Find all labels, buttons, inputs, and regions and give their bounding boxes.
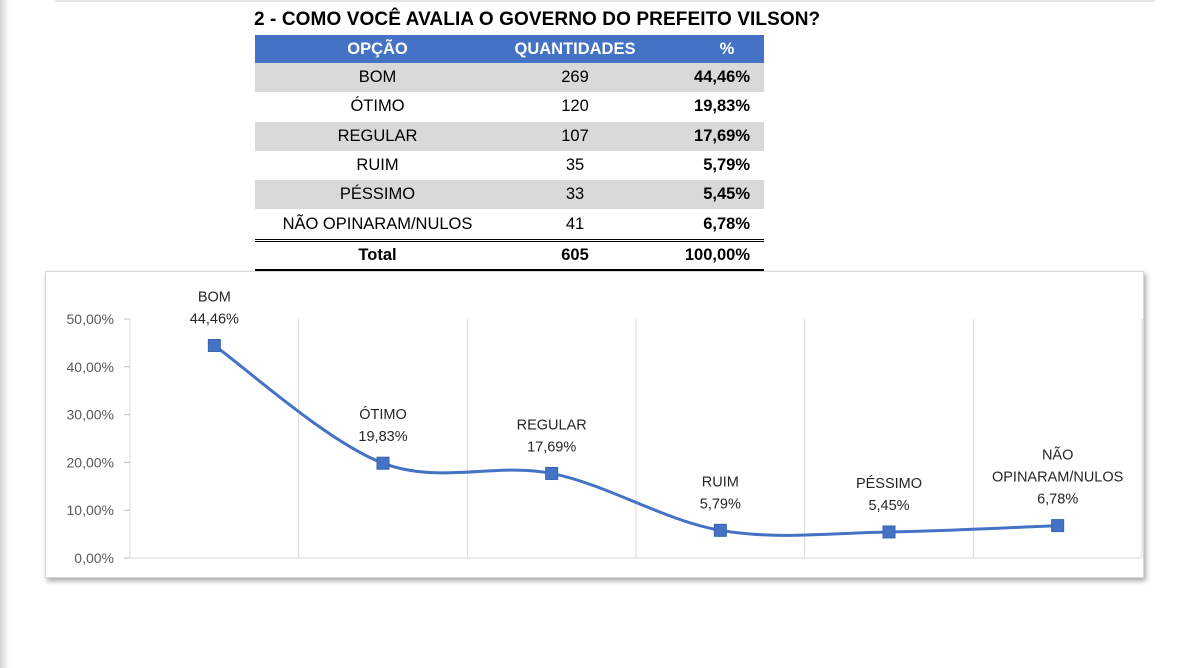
value-label: 5,79% — [700, 496, 741, 512]
row-quantity: 33 — [500, 180, 650, 210]
total-label: Total — [255, 238, 500, 272]
row-option: BOM — [255, 63, 500, 93]
row-option: NÃO OPINARAM/NULOS — [282, 214, 473, 233]
y-tick-label: 40,00% — [67, 359, 114, 375]
total-percent: 100,00% — [650, 238, 764, 272]
row-quantity: 120 — [561, 97, 589, 116]
category-label: OPINARAM/NULOS — [992, 470, 1123, 486]
page-title: 2 - COMO VOCÊ AVALIA O GOVERNO DO PREFEI… — [254, 9, 821, 30]
data-point-marker — [882, 525, 896, 539]
y-tick-label: 20,00% — [67, 454, 114, 470]
row-option: PÉSSIMO — [255, 180, 500, 210]
table-total-row: Total 605 100,00% — [255, 238, 764, 272]
data-point-marker — [545, 466, 559, 480]
category-label: PÉSSIMO — [856, 475, 922, 492]
category-label: RUIM — [702, 474, 739, 490]
line-chart: 0,00% 10,00% 20,00% 30,00% 40,00% 50,00% BOM 4… — [45, 271, 1144, 578]
chart-data-labels: BOM 44,46% ÓTIMO 19,83% REGULAR 17,69% RUIM 5,7… — [190, 289, 1124, 513]
total-quantity: 605 — [500, 238, 650, 272]
chart-series — [207, 338, 1065, 539]
series-line — [213, 344, 1058, 537]
value-label: 19,83% — [358, 429, 407, 445]
chart-gridlines — [129, 319, 1143, 559]
page-edge-shadow — [0, 0, 9, 668]
data-point-marker — [376, 456, 390, 470]
data-point-marker — [207, 338, 221, 352]
y-tick-label: 0,00% — [74, 550, 114, 566]
row-quantity: 41 — [565, 214, 585, 233]
value-label: 44,46% — [190, 311, 239, 327]
table-row: ÓTIMO 120 19,83% — [255, 92, 764, 121]
value-label: 6,78% — [1037, 492, 1078, 508]
row-percent: 5,45% — [650, 180, 764, 210]
category-label: NÃO — [1042, 447, 1073, 464]
row-quantity: 269 — [500, 63, 650, 93]
row-percent: 6,78% — [703, 214, 750, 233]
results-table: OPÇÃO QUANTIDADES % BOM 269 44,46% ÓTIMO… — [255, 35, 764, 272]
category-label: ÓTIMO — [359, 406, 407, 423]
row-percent: 5,79% — [703, 156, 750, 175]
data-point-marker — [713, 523, 727, 537]
category-label: BOM — [198, 289, 231, 305]
chart-y-axis: 0,00% 10,00% 20,00% 30,00% 40,00% 50,00% — [67, 311, 130, 566]
row-percent: 44,46% — [650, 63, 764, 93]
row-quantity: 107 — [500, 121, 650, 151]
table-row: RUIM 35 5,79% — [255, 151, 764, 180]
chart-canvas: 0,00% 10,00% 20,00% 30,00% 40,00% 50,00% BOM 4… — [67, 289, 1143, 566]
row-option: REGULAR — [255, 121, 500, 151]
row-percent: 17,69% — [650, 121, 764, 151]
table-header-row: OPÇÃO QUANTIDADES % — [255, 35, 764, 63]
value-label: 17,69% — [527, 439, 576, 455]
y-tick-label: 10,00% — [67, 502, 114, 518]
row-percent: 19,83% — [694, 97, 750, 116]
table-row: BOM 269 44,46% — [255, 63, 764, 93]
table-row: NÃO OPINARAM/NULOS 41 6,78% — [255, 209, 764, 240]
row-option: RUIM — [356, 156, 399, 175]
y-tick-label: 30,00% — [67, 407, 114, 423]
header-option: OPÇÃO — [255, 35, 500, 63]
header-quantity: QUANTIDADES — [500, 35, 650, 63]
category-label: REGULAR — [517, 417, 587, 433]
data-point-marker — [1051, 519, 1065, 533]
row-option: ÓTIMO — [350, 97, 405, 116]
header-percent: % — [650, 35, 764, 63]
value-label: 5,45% — [868, 498, 909, 514]
top-rule — [55, 0, 1155, 2]
table-row: PÉSSIMO 33 5,45% — [255, 180, 764, 210]
table-row: REGULAR 107 17,69% — [255, 121, 764, 151]
row-quantity: 35 — [565, 156, 585, 175]
y-tick-label: 50,00% — [67, 311, 114, 327]
